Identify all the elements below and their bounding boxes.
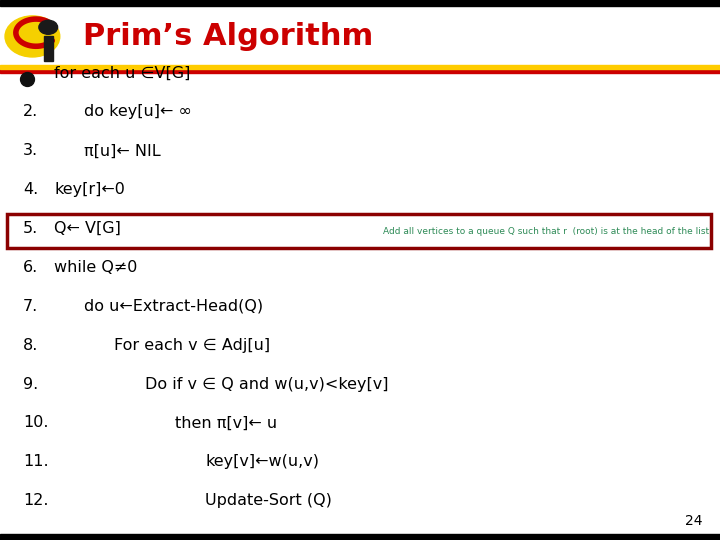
- Text: 8.: 8.: [23, 338, 38, 353]
- FancyBboxPatch shape: [7, 214, 711, 248]
- Text: 10.: 10.: [23, 415, 48, 430]
- Text: π[u]← NIL: π[u]← NIL: [84, 143, 161, 158]
- FancyArrow shape: [44, 36, 53, 60]
- Bar: [0, 65, 720, 69]
- Text: 4.: 4.: [23, 182, 38, 197]
- Text: 6.: 6.: [23, 260, 38, 275]
- Text: 2.: 2.: [23, 104, 38, 119]
- Text: Do if v ∈ Q and w(u,v)<key[v]: Do if v ∈ Q and w(u,v)<key[v]: [145, 376, 388, 392]
- Text: key[v]←w(u,v): key[v]←w(u,v): [205, 454, 319, 469]
- Circle shape: [5, 16, 60, 57]
- Bar: [0, 69, 720, 73]
- Text: while Q≠0: while Q≠0: [54, 260, 138, 275]
- Bar: [0, 534, 720, 540]
- Text: Prim’s Algorithm: Prim’s Algorithm: [83, 22, 373, 51]
- Text: 11.: 11.: [23, 454, 49, 469]
- Text: 5.: 5.: [23, 221, 38, 236]
- Text: 3.: 3.: [23, 143, 38, 158]
- Bar: [0, 0, 720, 73]
- Text: do key[u]← ∞: do key[u]← ∞: [84, 104, 192, 119]
- Text: Add all vertices to a queue Q such that r  (root) is at the head of the list: Add all vertices to a queue Q such that …: [383, 227, 709, 235]
- Text: 24: 24: [685, 514, 702, 528]
- Text: Q← V[G]: Q← V[G]: [54, 221, 121, 236]
- Bar: [0, 0, 720, 6]
- Text: 7.: 7.: [23, 299, 38, 314]
- Text: For each v ∈ Adj[u]: For each v ∈ Adj[u]: [114, 338, 271, 353]
- Text: for each u ∈V[G]: for each u ∈V[G]: [54, 65, 190, 80]
- Text: key[r]←0: key[r]←0: [54, 182, 125, 197]
- Text: Update-Sort (Q): Update-Sort (Q): [205, 493, 332, 508]
- Text: 9.: 9.: [23, 376, 38, 392]
- Circle shape: [39, 20, 58, 34]
- Text: do u←Extract-Head(Q): do u←Extract-Head(Q): [84, 299, 264, 314]
- Text: then π[v]← u: then π[v]← u: [175, 415, 277, 430]
- Text: 12.: 12.: [23, 493, 48, 508]
